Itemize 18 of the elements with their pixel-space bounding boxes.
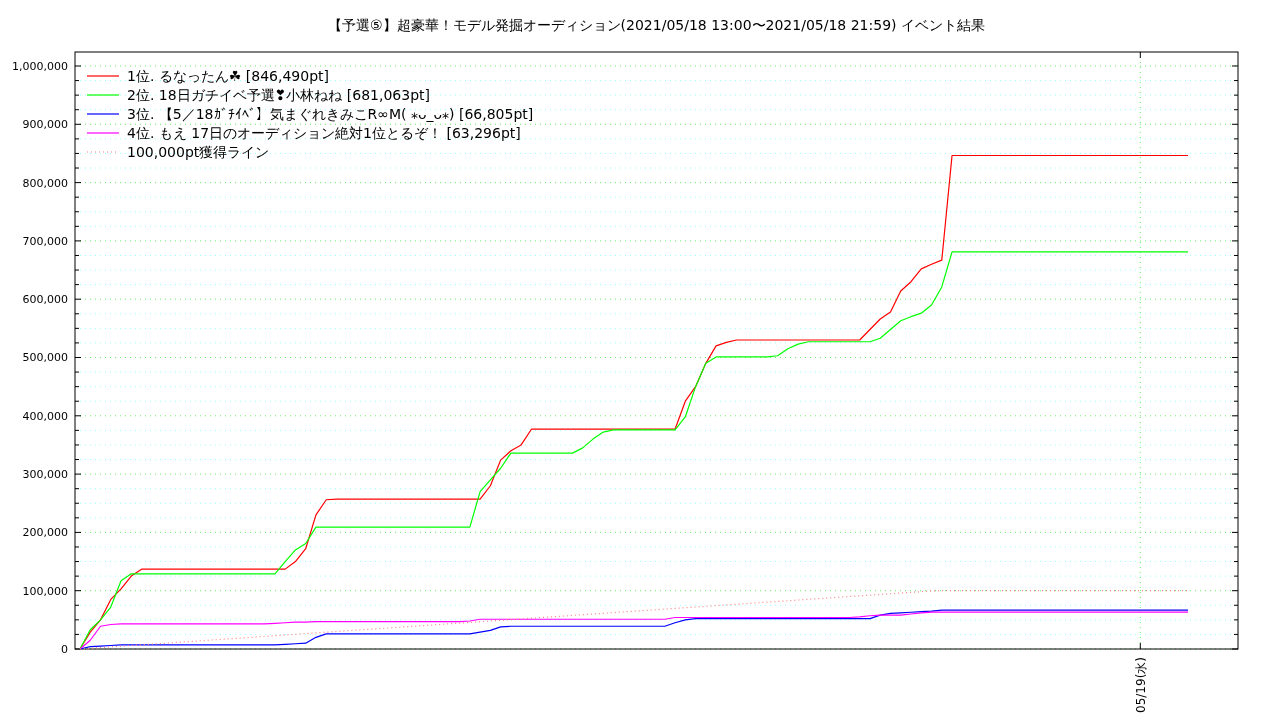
- legend-label: 1位. るなったん☘ [846,490pt]: [127, 68, 330, 84]
- legend-label: 2位. 18日ガチイベ予選❣小林ねね [681,063pt]: [127, 87, 430, 103]
- title: 【予選⑤】超豪華！モデル発掘オーディション(2021/05/18 13:00〜2021/05/18 21:59) イベント結果: [328, 17, 985, 33]
- ytick: 200,000: [22, 526, 68, 540]
- legend-label: 3位. 【5／18ｶﾞﾁｲﾍﾞ】気まぐれきみこR∞M( ⁎ᴗ_ᴗ⁎) [66,805pt]: [127, 106, 534, 122]
- legend-label: 100,000pt獲得ライン: [127, 144, 270, 160]
- ytick: 800,000: [22, 176, 68, 190]
- ytick: 500,000: [22, 351, 68, 365]
- ytick: 300,000: [22, 468, 68, 482]
- ytick: 600,000: [22, 293, 68, 307]
- ytick: 400,000: [22, 409, 68, 423]
- ytick: 1,000,000: [12, 60, 68, 73]
- ytick: 700,000: [22, 234, 68, 248]
- legend-label: 4位. もえ 17日のオーディション絶対1位とるぞ！ [63,296pt]: [127, 125, 521, 141]
- ytick: 900,000: [22, 118, 68, 132]
- ytick: 100,000: [22, 584, 68, 598]
- ytick: 0: [61, 643, 68, 656]
- annotation: 05/19(水): [1134, 657, 1149, 713]
